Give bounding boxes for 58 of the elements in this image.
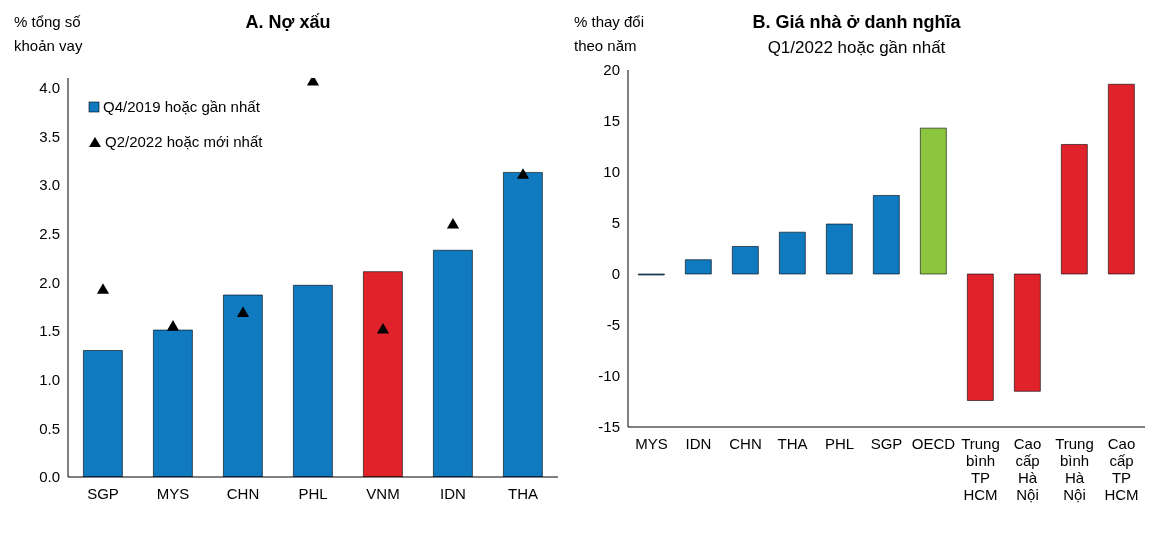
- y-tick-label: 3.0: [39, 176, 60, 194]
- y-tick-label: 1.0: [39, 371, 60, 389]
- x-tick-label: Trung bình Hà Nội: [1055, 435, 1094, 503]
- y-tick-label: 0.0: [39, 468, 60, 486]
- point: [96, 283, 110, 294]
- y-axis-title: % tổng số khoản vay: [14, 12, 84, 56]
- x-tick-label: CHN: [729, 435, 762, 452]
- bar: [1061, 144, 1088, 275]
- x-tick-label: THA: [508, 485, 538, 502]
- y-tick-label: 1.5: [39, 322, 60, 340]
- x-tick-label: VNM: [366, 485, 400, 502]
- y-tick-label: -5: [606, 316, 620, 334]
- x-tick-label: THA: [777, 435, 808, 452]
- x-tick-label: PHL: [298, 485, 328, 502]
- point: [236, 306, 250, 318]
- point: [446, 217, 460, 229]
- bar: [826, 223, 853, 275]
- chart-title: A. Nợ xấu: [245, 12, 331, 32]
- chart-title: B. Giá nhà ở danh nghĩa: [752, 12, 961, 32]
- point: [166, 320, 180, 331]
- y-tick-label: 10: [603, 163, 620, 181]
- point: [376, 323, 390, 334]
- x-tick-label: Trung bình TP HCM: [961, 435, 1000, 503]
- x-tick-label: IDN: [685, 435, 712, 452]
- bar: [1014, 273, 1041, 392]
- x-tick-label: PHL: [824, 435, 855, 452]
- x-tick-label: SGP: [87, 485, 119, 502]
- bar: [779, 231, 806, 275]
- y-axis-title: % thay đổi theo năm: [574, 12, 646, 56]
- bar: [685, 259, 712, 275]
- x-tick-label: OECD: [911, 435, 956, 452]
- bar: [967, 273, 994, 401]
- y-tick-label: 2.0: [39, 273, 60, 291]
- y-tick-label: 5: [611, 214, 620, 232]
- x-tick-label: Cao cấp Hà Nội: [1013, 435, 1042, 503]
- legend-label: Q2/2022 hoặc mới nhất: [105, 133, 263, 150]
- bar: [920, 127, 947, 275]
- y-tick-label: 15: [603, 112, 620, 130]
- y-tick-label: -10: [598, 367, 620, 385]
- y-tick-label: 4.0: [39, 79, 60, 97]
- x-tick-label: CHN: [226, 485, 260, 502]
- x-tick-label: SGP: [870, 435, 903, 452]
- y-tick-label: -15: [598, 418, 620, 436]
- point: [516, 168, 530, 179]
- y-tick-label: 3.5: [39, 127, 60, 145]
- x-tick-label: Cao cấp TP HCM: [1104, 435, 1139, 503]
- y-tick-label: 0: [611, 265, 620, 283]
- legend-label: Q4/2019 hoặc gần nhất: [103, 98, 260, 115]
- bar: [1108, 83, 1135, 275]
- x-tick-label: MYS: [156, 485, 190, 502]
- y-tick-label: 2.5: [39, 225, 60, 243]
- chart-subtitle: Q1/2022 hoặc gần nhất: [767, 38, 946, 57]
- bar: [732, 246, 759, 275]
- bar: [873, 195, 900, 275]
- x-tick-label: MYS: [635, 435, 668, 452]
- x-tick-label: IDN: [440, 485, 466, 502]
- y-tick-label: 20: [603, 61, 620, 79]
- y-tick-label: 0.5: [39, 419, 60, 437]
